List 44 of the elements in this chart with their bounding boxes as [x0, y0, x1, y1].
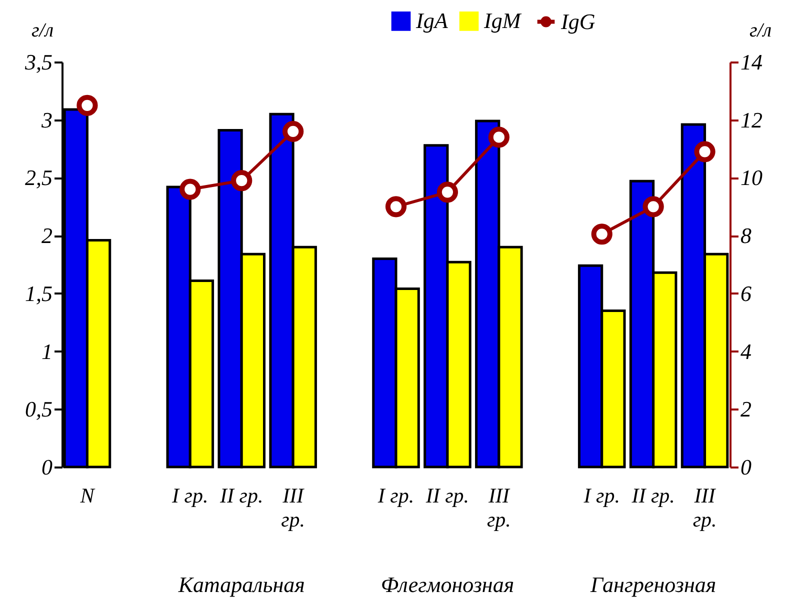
- point: [385, 196, 407, 218]
- y-tick-label: 1,5: [25, 280, 52, 306]
- point: [76, 94, 98, 116]
- legend-label: IgG: [560, 8, 596, 34]
- y2-tick-label: 6: [740, 280, 752, 306]
- point: [282, 120, 304, 142]
- y-tick-label: 2,5: [25, 165, 52, 190]
- x-tick-label: II гр.: [219, 484, 264, 508]
- y-tick-label: 3: [40, 107, 52, 132]
- y-tick-label: 1: [42, 338, 52, 364]
- text: Флегмонозная: [380, 572, 514, 597]
- y2-axis-title: г/л: [749, 20, 772, 42]
- y-axis-title: г/л: [31, 20, 54, 42]
- y-tick-label: 0,5: [25, 396, 52, 422]
- text: Катаральная: [177, 572, 305, 597]
- y2-tick-label: 2: [740, 396, 752, 422]
- x-tick-label: I гр.: [376, 484, 414, 508]
- y2-tick-label: 10: [740, 165, 762, 190]
- point: [436, 182, 458, 203]
- x-tick-label: N: [79, 484, 96, 508]
- x-tick-label: III гр.: [281, 484, 306, 532]
- x-tick-label: III гр.: [692, 484, 717, 532]
- x-tick-label: I гр.: [582, 484, 620, 508]
- point: [642, 196, 664, 218]
- y-tick-label: 0: [42, 454, 52, 480]
- y2-tick-label: 8: [740, 223, 752, 248]
- legend-label: IgM: [483, 8, 522, 34]
- y-tick-label: 2: [42, 223, 52, 248]
- y-tick-label: 3,5: [24, 50, 52, 74]
- x-tick-label: I гр.: [171, 484, 208, 508]
- legend-label: IgA: [415, 8, 448, 34]
- point: [180, 178, 201, 200]
- y2-tick-label: 4: [740, 338, 752, 364]
- x-tick-label: II гр.: [424, 484, 470, 508]
- x-tick-label: II гр.: [630, 484, 675, 508]
- y2-tick-label: 14: [740, 50, 762, 74]
- point: [488, 126, 510, 148]
- point: [694, 141, 716, 162]
- x-tick-label: III гр.: [486, 484, 511, 532]
- y2-tick-label: 12: [740, 107, 762, 132]
- point: [231, 170, 252, 192]
- y2-tick-label: 0: [740, 454, 752, 480]
- point: [591, 224, 612, 245]
- text: Гангренозная: [590, 572, 716, 597]
